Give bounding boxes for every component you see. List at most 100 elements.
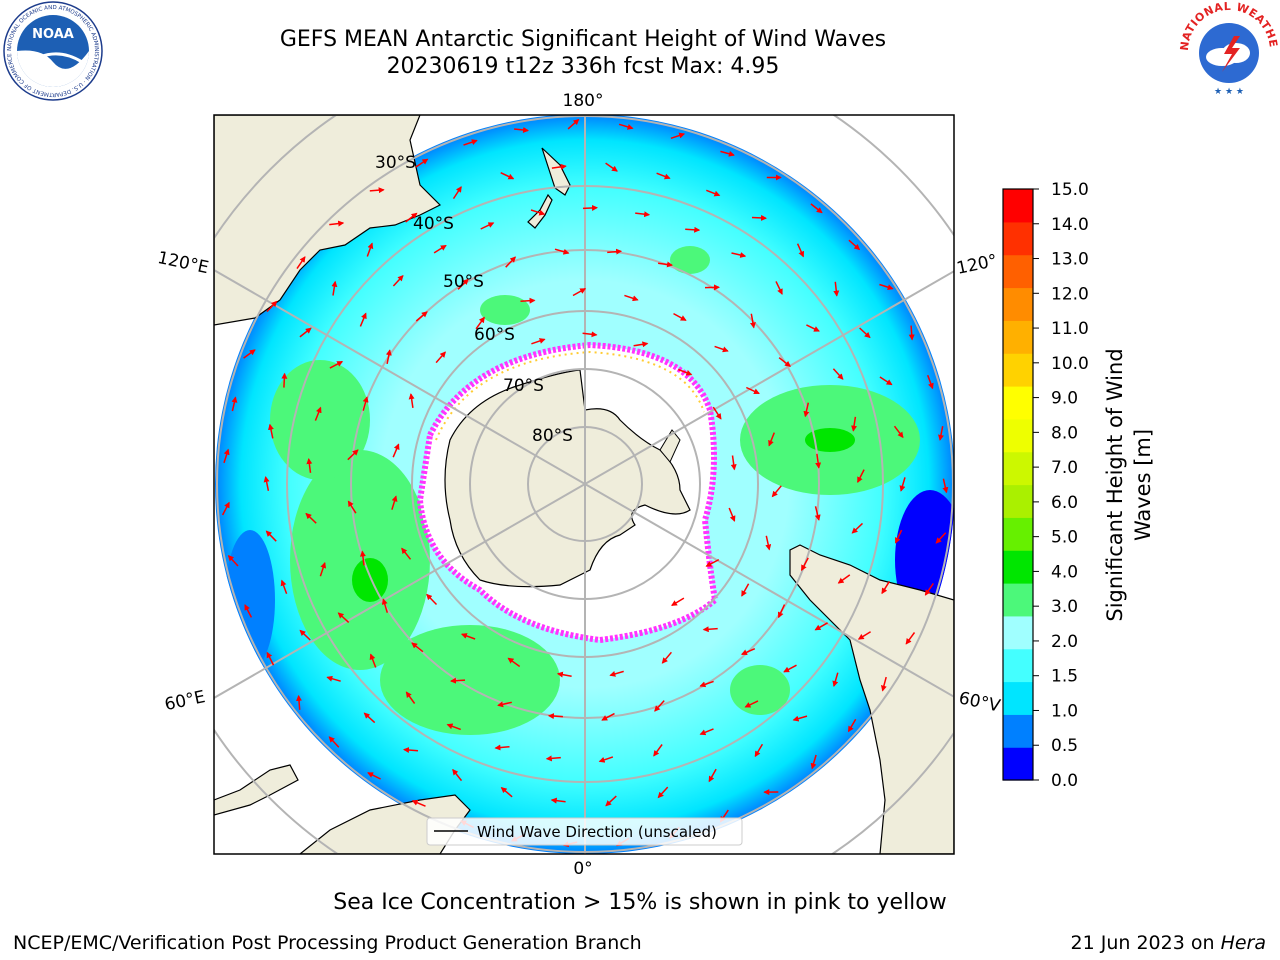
- wave-arrow: [796, 243, 805, 258]
- wave-arrow: [547, 713, 563, 720]
- wave-arrow: [457, 278, 469, 290]
- noaa-logo: NATIONAL OCEANIC AND ATMOSPHERIC ADMINIS…: [2, 0, 103, 101]
- wave-arrow: [702, 626, 718, 633]
- wave-arrow: [296, 694, 302, 710]
- colorbar-tick-label: 0.5: [1051, 736, 1078, 756]
- antarctica: [444, 369, 691, 588]
- wave-arrow: [244, 604, 253, 618]
- colorbar-tick-label: 6.0: [1051, 493, 1078, 513]
- wave-arrow: [268, 423, 274, 439]
- wave-arrow: [530, 209, 546, 216]
- date-stamp: 21 Jun 2023 on Hera: [1071, 932, 1266, 954]
- wave-arrow: [775, 281, 783, 295]
- chart-subtitle: 20230619 t12z 336h fcst Max: 4.95: [386, 54, 780, 79]
- legend-label: Wind Wave Direction (unscaled): [477, 823, 717, 841]
- wave-arrow: [654, 700, 665, 712]
- wave-arrow: [848, 239, 861, 251]
- wave-arrow: [814, 506, 821, 521]
- wave-arrow: [328, 736, 340, 748]
- wave-arrow: [319, 561, 327, 577]
- wave-arrow: [894, 529, 903, 544]
- wave-arrow: [699, 680, 714, 688]
- colorbar-tick-label: 10.0: [1051, 354, 1089, 374]
- colorbar-tick-label: 15.0: [1051, 180, 1089, 200]
- wave-arrow: [337, 612, 350, 623]
- wave-arrow: [832, 368, 844, 380]
- wave-arrow: [305, 512, 317, 524]
- map-frame: [213, 114, 955, 855]
- wave-arrow: [618, 123, 634, 130]
- colorbar-tick-label: 11.0: [1051, 319, 1089, 339]
- wave-arrow: [745, 386, 760, 395]
- colorbar-cell: [1003, 550, 1033, 584]
- wave-arrow: [712, 406, 722, 420]
- wave-arrow: [314, 406, 322, 421]
- wave-arrow: [814, 622, 828, 631]
- noaa-logo-text: NOAA: [32, 27, 74, 42]
- wave-arrow: [607, 248, 623, 255]
- wave-arrow: [514, 126, 529, 133]
- colorbar-cell: [1003, 583, 1033, 617]
- wave-arrow: [359, 312, 367, 327]
- wave-arrow: [367, 772, 381, 780]
- wave-arrow: [635, 211, 651, 218]
- wave-arrow: [935, 532, 947, 544]
- wave-arrow: [520, 297, 536, 304]
- wave-arrow: [810, 203, 823, 214]
- credit-text: NCEP/EMC/Verification Post Processing Pr…: [13, 932, 642, 954]
- wave-arrow: [415, 311, 428, 322]
- wave-arrow: [435, 351, 446, 364]
- colorbar-tick-label: 5.0: [1051, 528, 1078, 548]
- wave-arrow: [657, 786, 669, 799]
- chart-title: GEFS MEAN Antarctic Significant Height o…: [279, 27, 887, 52]
- wave-arrow: [657, 261, 673, 268]
- host-name: Hera: [1220, 932, 1266, 954]
- colorbar-cell: [1003, 451, 1033, 486]
- colorbar-cell: [1003, 714, 1033, 748]
- wave-arrow: [924, 582, 934, 596]
- wave-direction-arrows: [221, 118, 949, 848]
- wave-arrow: [792, 715, 808, 722]
- wave-arrow: [369, 187, 385, 194]
- wave-arrow: [507, 657, 521, 668]
- wave-arrow: [403, 747, 419, 753]
- wave-arrow: [706, 189, 721, 197]
- wave-arrow: [832, 672, 839, 688]
- colorbar-cell: [1003, 254, 1033, 289]
- wave-arrow: [480, 222, 495, 230]
- lon-label-180: 180°: [563, 91, 604, 111]
- colorbar-cell: [1003, 221, 1033, 256]
- wave-arrow: [857, 469, 865, 483]
- wave-arrow: [500, 787, 513, 798]
- wave-arrow: [899, 477, 906, 492]
- wave-arrow: [463, 139, 478, 146]
- wave-arrow: [851, 522, 864, 534]
- wave-arrow: [730, 455, 737, 471]
- wave-arrow: [266, 300, 278, 313]
- wave-arrow: [879, 376, 893, 386]
- wave-arrow: [728, 507, 736, 522]
- wave-arrow: [411, 799, 426, 807]
- wave-arrow: [598, 756, 614, 763]
- wave-arrow: [833, 281, 840, 297]
- wave-arrow: [450, 677, 466, 684]
- wave-arrow: [708, 768, 717, 783]
- wave-arrow: [670, 132, 686, 140]
- wave-arrow: [754, 743, 764, 758]
- wave-arrow: [926, 374, 934, 390]
- wave-arrow: [671, 597, 685, 607]
- wave-arrow: [765, 535, 772, 551]
- wave-arrow: [810, 754, 817, 770]
- wave-arrow: [299, 629, 311, 641]
- wave-arrow: [771, 485, 782, 498]
- wave-arrow: [266, 651, 275, 666]
- colorbar-tick-label: 7.0: [1051, 458, 1078, 478]
- wave-arrow: [731, 252, 747, 258]
- colorbar-tick-label: 3.0: [1051, 597, 1078, 617]
- colorbar-cell: [1003, 418, 1033, 453]
- wave-arrow: [942, 478, 949, 494]
- wave-arrow: [280, 579, 288, 594]
- lat-label-50s: 50°S: [443, 272, 484, 292]
- lat-label-60s: 60°S: [474, 325, 515, 345]
- wave-arrow: [815, 453, 822, 469]
